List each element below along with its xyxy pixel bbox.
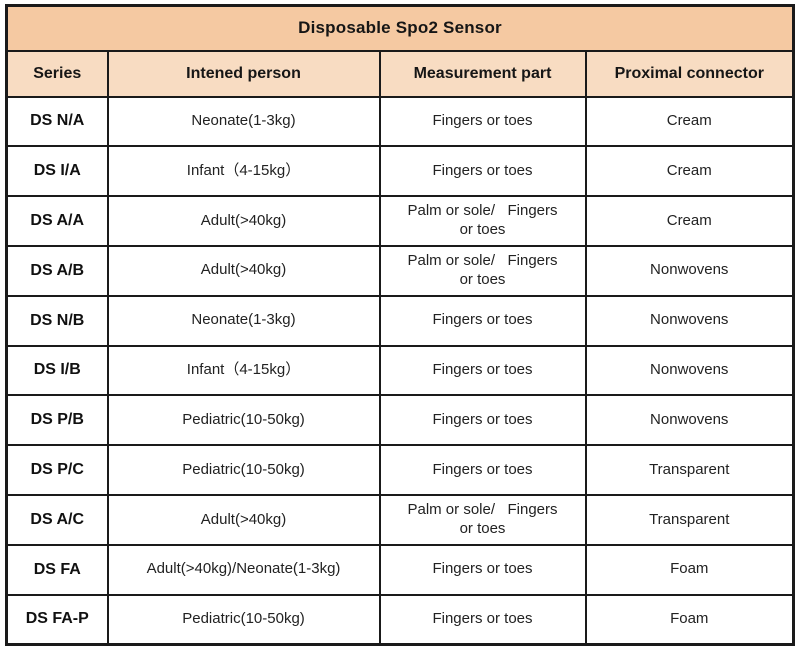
column-header-series: Series: [5, 49, 109, 98]
series-cell: DS A/C: [5, 494, 109, 546]
series-cell: DS N/B: [5, 294, 109, 347]
intened-person-cell: Pediatric(10-50kg): [106, 593, 381, 646]
measurement-part-cell: Fingers or toes: [378, 294, 587, 347]
table-row: DS A/A Adult(>40kg) Palm or sole/ Fingers …: [5, 195, 795, 247]
table-row: DS N/A Neonate(1-3kg) Fingers or toes Cream: [5, 95, 795, 148]
table-row: DS A/C Adult(>40kg) Palm or sole/ Fingers …: [5, 494, 795, 546]
measurement-part-cell: Fingers or toes: [378, 394, 587, 447]
measurement-part-cell: Fingers or toes: [378, 95, 587, 148]
intened-person-cell: Adult(>40kg): [106, 494, 381, 546]
table-head: Disposable Spo2 Sensor Series Intened pe…: [5, 4, 795, 98]
measurement-part-cell: Palm or sole/ Fingers or toes: [378, 494, 587, 546]
series-cell: DS FA-P: [5, 593, 109, 646]
table-row: DS A/B Adult(>40kg) Palm or sole/ Fingers …: [5, 244, 795, 297]
column-header-row: Series Intened person Measurement part P…: [5, 49, 795, 98]
column-header-intened-person: Intened person: [106, 49, 381, 98]
proximal-connector-cell: Nonwovens: [584, 294, 795, 347]
measurement-part-cell: Fingers or toes: [378, 543, 587, 596]
series-cell: DS N/A: [5, 95, 109, 148]
series-cell: DS A/A: [5, 195, 109, 247]
series-cell: DS I/A: [5, 145, 109, 198]
series-cell: DS A/B: [5, 244, 109, 297]
proximal-connector-cell: Cream: [584, 95, 795, 148]
table-row: DS N/B Neonate(1-3kg) Fingers or toes Nonwo…: [5, 294, 795, 347]
series-cell: DS FA: [5, 543, 109, 596]
intened-person-cell: Neonate(1-3kg): [106, 294, 381, 347]
proximal-connector-cell: Nonwovens: [584, 244, 795, 297]
table-row: DS FA-P Pediatric(10-50kg) Fingers or toes…: [5, 593, 795, 646]
proximal-connector-cell: Foam: [584, 593, 795, 646]
proximal-connector-cell: Cream: [584, 195, 795, 247]
column-header-measurement-part: Measurement part: [378, 49, 587, 98]
measurement-part-cell: Palm or sole/ Fingers or toes: [378, 244, 587, 297]
proximal-connector-cell: Transparent: [584, 444, 795, 496]
measurement-part-cell: Fingers or toes: [378, 145, 587, 198]
intened-person-cell: Adult(>40kg): [106, 195, 381, 247]
series-cell: DS P/B: [5, 394, 109, 447]
intened-person-cell: Adult(>40kg): [106, 244, 381, 297]
table-row: DS I/B Infant（4-15kg） Fingers or toes Nonwo…: [5, 344, 795, 397]
intened-person-cell: Infant（4-15kg）: [106, 145, 381, 198]
proximal-connector-cell: Foam: [584, 543, 795, 596]
proximal-connector-cell: Nonwovens: [584, 394, 795, 447]
table-row: DS I/A Infant（4-15kg） Fingers or toes Cream: [5, 145, 795, 198]
series-cell: DS I/B: [5, 344, 109, 397]
measurement-part-cell: Palm or sole/ Fingers or toes: [378, 195, 587, 247]
table-title: Disposable Spo2 Sensor: [5, 4, 795, 52]
spo2-sensor-table: Disposable Spo2 Sensor Series Intened pe…: [5, 4, 795, 646]
intened-person-cell: Adult(>40kg)/Neonate(1-3kg): [106, 543, 381, 596]
table-row: DS P/B Pediatric(10-50kg) Fingers or toes N…: [5, 394, 795, 447]
measurement-part-cell: Fingers or toes: [378, 593, 587, 646]
intened-person-cell: Pediatric(10-50kg): [106, 394, 381, 447]
proximal-connector-cell: Cream: [584, 145, 795, 198]
measurement-part-cell: Fingers or toes: [378, 444, 587, 496]
column-header-proximal-connector: Proximal connector: [584, 49, 795, 98]
proximal-connector-cell: Transparent: [584, 494, 795, 546]
proximal-connector-cell: Nonwovens: [584, 344, 795, 397]
table-body: DS N/A Neonate(1-3kg) Fingers or toes Cream…: [5, 95, 795, 646]
table-row: DS FA Adult(>40kg)/Neonate(1-3kg) Fingers …: [5, 543, 795, 596]
intened-person-cell: Pediatric(10-50kg): [106, 444, 381, 496]
table-row: DS P/C Pediatric(10-50kg) Fingers or toes T…: [5, 444, 795, 496]
measurement-part-cell: Fingers or toes: [378, 344, 587, 397]
title-row: Disposable Spo2 Sensor: [5, 4, 795, 52]
series-cell: DS P/C: [5, 444, 109, 496]
intened-person-cell: Infant（4-15kg）: [106, 344, 381, 397]
intened-person-cell: Neonate(1-3kg): [106, 95, 381, 148]
